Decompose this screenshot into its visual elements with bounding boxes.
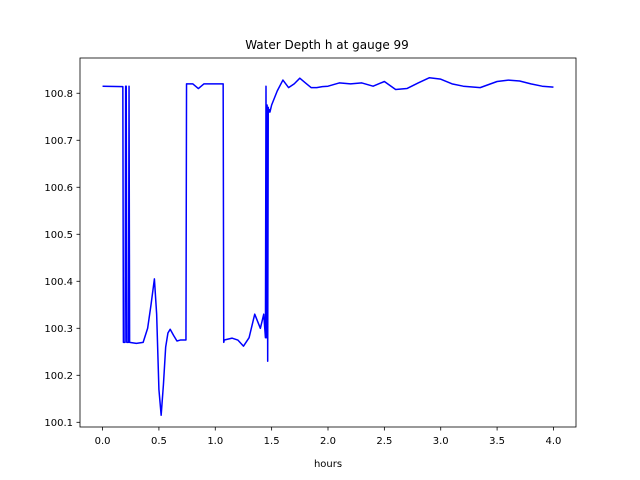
plot-area — [102, 76, 554, 416]
x-tick-label: 4.0 — [546, 436, 562, 447]
chart-title: Water Depth h at gauge 99 — [245, 38, 409, 52]
y-tick-label: 100.4 — [44, 277, 73, 288]
y-tick-label: 100.3 — [44, 324, 73, 335]
y-tick-label: 100.2 — [44, 371, 73, 382]
x-axis-ticks: 0.0 0.5 1.0 1.5 2.0 2.5 3.0 3.5 4.0 — [95, 427, 562, 447]
x-tick-label: 2.0 — [320, 436, 336, 447]
y-tick-label: 100.7 — [44, 136, 73, 147]
y-tick-label: 100.8 — [44, 89, 73, 100]
series-line-0 — [102, 76, 554, 416]
x-tick-label: 0.0 — [95, 436, 111, 447]
y-tick-label: 100.5 — [44, 230, 73, 241]
x-tick-label: 1.5 — [264, 436, 280, 447]
y-axis-ticks: 100.1 100.2 100.3 100.4 100.5 100.6 100.7 100.8 — [44, 89, 80, 429]
x-axis-label: hours — [314, 459, 342, 470]
x-tick-label: 1.0 — [207, 436, 223, 447]
x-tick-label: 3.0 — [433, 436, 449, 447]
y-tick-label: 100.1 — [44, 418, 73, 429]
y-tick-label: 100.6 — [44, 183, 73, 194]
x-tick-label: 3.5 — [489, 436, 505, 447]
x-tick-label: 0.5 — [151, 436, 167, 447]
x-tick-label: 2.5 — [376, 436, 392, 447]
